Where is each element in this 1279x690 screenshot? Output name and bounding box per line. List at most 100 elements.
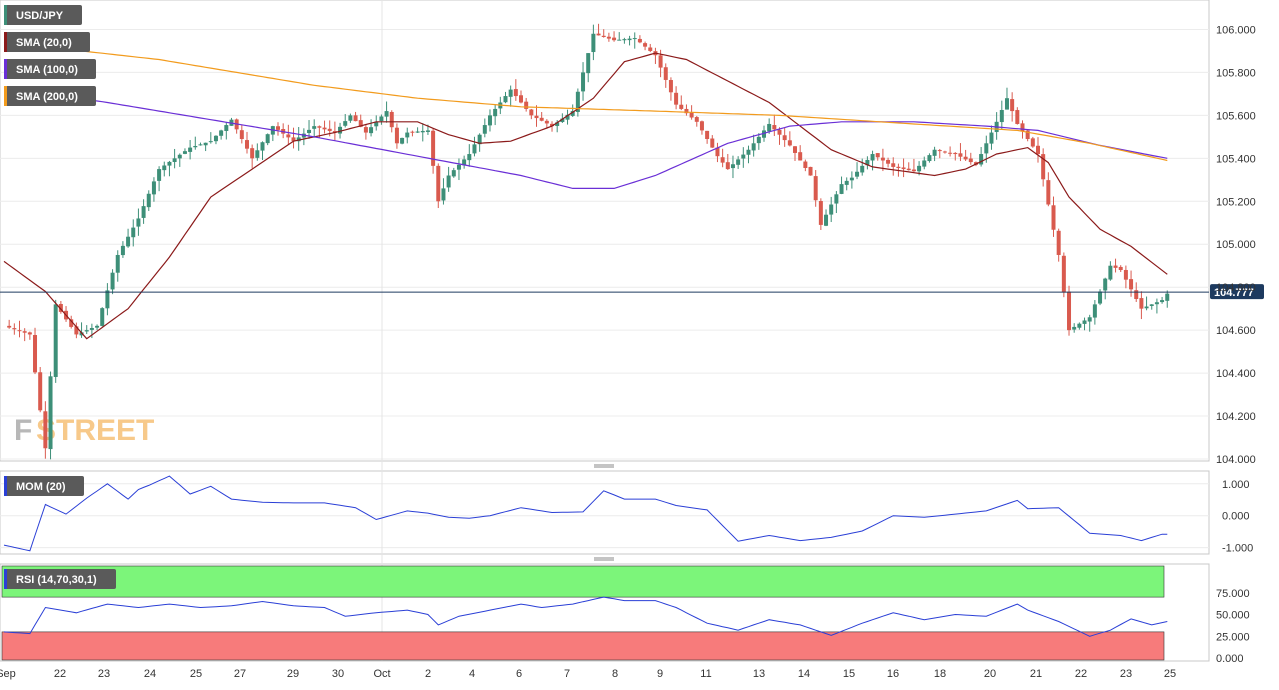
candle-body (555, 122, 560, 126)
candle-body (901, 167, 906, 170)
candle-body (462, 159, 467, 166)
candle-body (1154, 302, 1159, 305)
candle-body (550, 123, 555, 127)
price-tick-label: 104.000 (1216, 454, 1256, 466)
candle-body (761, 130, 766, 138)
candle-body (1103, 278, 1108, 291)
mom-series (3, 475, 1168, 552)
candle-body (208, 141, 213, 143)
candle-body (1056, 230, 1061, 255)
candle-body (643, 43, 648, 47)
candle-body (441, 188, 446, 201)
candle-body (730, 164, 735, 169)
overlay-tag-sma20[interactable]: SMA (20,0) (4, 32, 90, 52)
mom-label: MOM (20) (16, 481, 66, 493)
candle-body (756, 136, 761, 144)
candle-body (1113, 265, 1118, 268)
candle-body (519, 95, 523, 103)
candle-body (410, 131, 415, 133)
candle-body (958, 153, 963, 157)
oversold-band (1, 631, 1165, 661)
candle-body (369, 127, 374, 134)
candle-body (818, 201, 823, 225)
overlay-tag-sma100[interactable]: SMA (100,0) (4, 59, 96, 79)
candle-body (1036, 145, 1040, 155)
x-tick-label: 23 (98, 668, 110, 680)
symbol-tag[interactable]: USD/JPY (4, 5, 82, 25)
candle-body (203, 142, 208, 146)
candle-body (244, 140, 249, 149)
candle-body (436, 165, 441, 202)
candle-body (720, 157, 725, 163)
candle-body (612, 37, 617, 41)
candle-body (146, 193, 151, 208)
candle-body (1165, 293, 1170, 301)
price-tick-label: 104.600 (1216, 325, 1256, 337)
candle-body (74, 326, 79, 335)
candle-body (803, 161, 808, 168)
candle-body (193, 145, 198, 148)
candle-body (115, 254, 120, 273)
candle-body (586, 53, 591, 74)
candle-body (829, 204, 834, 215)
rsi-tick-label: 50.000 (1216, 610, 1250, 622)
candle-body (922, 160, 927, 167)
price-tick-label: 105.200 (1216, 196, 1256, 208)
candle-body (100, 308, 105, 326)
candle-body (668, 80, 673, 93)
panel-resize-handle[interactable] (594, 557, 614, 561)
price-tick-label: 105.800 (1216, 67, 1256, 79)
price-panel[interactable] (0, 0, 1210, 462)
price-tick-label: 105.400 (1216, 153, 1256, 165)
candle-body (808, 166, 813, 176)
candle-body (503, 96, 508, 103)
candle-body (798, 152, 803, 161)
candle-body (968, 158, 973, 163)
candle-body (126, 236, 131, 247)
candle-body (7, 325, 12, 328)
candle-body (942, 151, 947, 153)
mom-tag[interactable]: MOM (20) (4, 476, 84, 496)
candle-body (539, 117, 544, 121)
candle-body (400, 137, 405, 144)
candle-body (710, 138, 715, 148)
mom-panel[interactable] (0, 470, 1210, 555)
candle-body (793, 146, 798, 153)
candle-body (33, 335, 38, 373)
candle-body (213, 135, 218, 142)
x-tick-label: Oct (373, 668, 390, 680)
rsi-tick-label: 75.000 (1216, 588, 1250, 600)
candle-body (813, 176, 818, 201)
candle-body (48, 376, 53, 450)
rsi-tick-label: 25.000 (1216, 631, 1250, 643)
x-tick-label: 21 (1030, 668, 1042, 680)
candle-body (581, 72, 586, 92)
candle-body (648, 47, 653, 51)
x-tick-label: 20 (984, 668, 996, 680)
candle-body (627, 38, 632, 41)
candle-body (120, 245, 125, 256)
candle-body (513, 89, 518, 97)
candle-body (736, 159, 741, 165)
candle-body (896, 166, 901, 168)
candle-body (265, 134, 270, 144)
symbol-label: USD/JPY (16, 10, 64, 22)
sma-line (3, 86, 1168, 189)
sma-line (3, 41, 1168, 162)
candle-body (95, 325, 100, 328)
candle-body (431, 130, 436, 166)
x-tick-label: 15 (843, 668, 855, 680)
candle-body (834, 194, 839, 204)
candle-body (1160, 300, 1165, 303)
x-tick-label: 7 (564, 668, 570, 680)
candle-body (38, 372, 43, 411)
rsi-tag[interactable]: RSI (14,70,30,1) (4, 569, 116, 589)
candle-body (979, 154, 984, 165)
candle-body (694, 117, 699, 122)
candle-body (855, 171, 860, 177)
overlay-tag-sma200[interactable]: SMA (200,0) (4, 86, 96, 106)
candle-body (162, 165, 167, 171)
overlay-label: SMA (200,0) (16, 91, 78, 103)
panel-resize-handle[interactable] (594, 464, 614, 468)
